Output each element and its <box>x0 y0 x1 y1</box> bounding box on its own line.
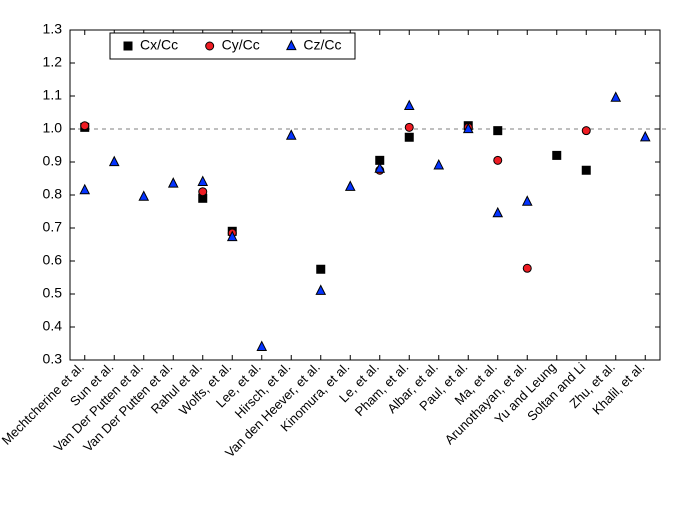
data-point <box>81 122 89 130</box>
data-point <box>494 156 502 164</box>
y-tick-label: 0.9 <box>43 153 63 169</box>
data-point <box>553 151 561 159</box>
y-tick-label: 1.3 <box>43 21 63 37</box>
legend: Cx/Cc Cy/Cc Cz/Cc <box>110 33 355 59</box>
legend-label: Cz/Cc <box>303 37 341 53</box>
legend-marker <box>206 42 214 50</box>
legend-marker <box>124 42 132 50</box>
y-tick-label: 1.2 <box>43 54 63 70</box>
data-point <box>199 188 207 196</box>
y-tick-label: 0.6 <box>43 252 63 268</box>
y-tick-label: 1.1 <box>43 87 63 103</box>
y-tick-label: 0.4 <box>43 318 63 334</box>
data-point <box>582 166 590 174</box>
data-point <box>405 123 413 131</box>
y-tick-label: 1.0 <box>43 120 63 136</box>
legend-label: Cy/Cc <box>222 37 260 53</box>
data-point <box>317 265 325 273</box>
legend-label: Cx/Cc <box>140 37 178 53</box>
data-point <box>582 127 590 135</box>
y-tick-label: 0.5 <box>43 285 63 301</box>
data-point <box>523 264 531 272</box>
y-tick-label: 0.8 <box>43 186 63 202</box>
y-tick-label: 0.3 <box>43 351 63 367</box>
y-tick-label: 0.7 <box>43 219 63 235</box>
data-point <box>494 127 502 135</box>
data-point <box>405 133 413 141</box>
scatter-chart: 0.30.40.50.60.70.80.91.01.11.21.3Mechtch… <box>0 0 680 514</box>
